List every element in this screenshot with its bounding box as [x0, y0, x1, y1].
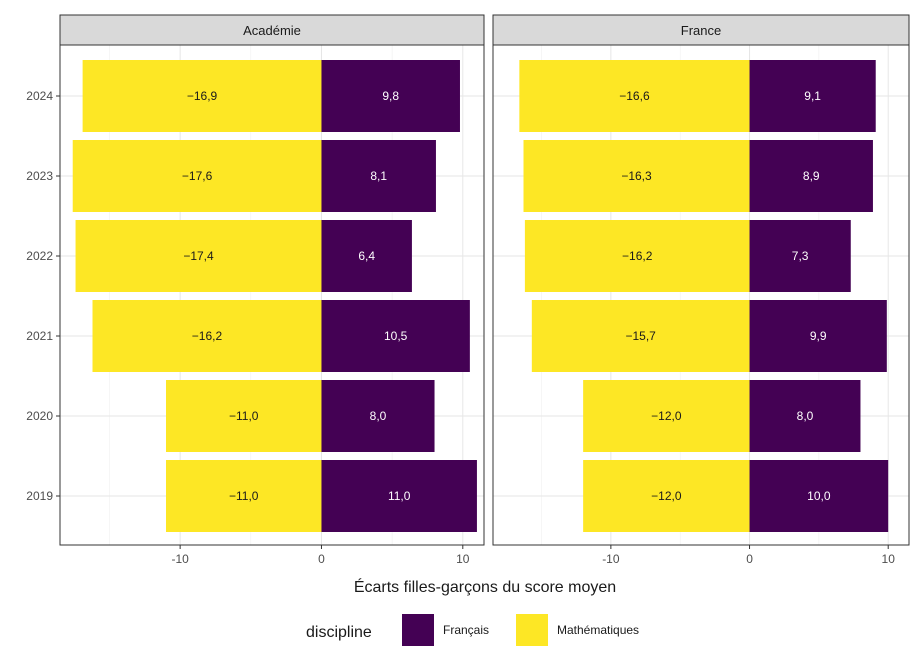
bar	[166, 380, 322, 452]
bar	[75, 220, 322, 292]
bar-label: 7,3	[792, 249, 809, 263]
x-tick-label: 0	[746, 552, 753, 566]
legend-swatch	[402, 614, 434, 646]
bar-label: −16,6	[619, 89, 650, 103]
bar	[583, 460, 750, 532]
bar	[166, 460, 322, 532]
bar-label: −16,3	[621, 169, 652, 183]
bar-label: 8,0	[370, 409, 387, 423]
panel-strip	[59, 14, 485, 46]
bar-label: 8,9	[803, 169, 820, 183]
bar-label: 6,4	[358, 249, 375, 263]
x-tick-label: 10	[882, 552, 896, 566]
bar-label: 10,5	[384, 329, 408, 343]
bar-label: −16,2	[192, 329, 223, 343]
bar-label: −12,0	[651, 409, 682, 423]
legend-title: discipline	[306, 624, 372, 641]
bar-label: 11,0	[388, 489, 411, 503]
legend-label: Français	[443, 623, 489, 637]
bar	[583, 380, 750, 452]
bar-label: 8,0	[797, 409, 814, 423]
bar	[321, 380, 435, 452]
bar	[82, 60, 322, 132]
bar	[321, 60, 460, 132]
panel-title: France	[681, 23, 721, 38]
bar-label: −12,0	[651, 489, 682, 503]
y-tick-label: 2021	[26, 329, 53, 343]
x-axis-title: Écarts filles-garçons du score moyen	[354, 577, 616, 596]
panel-border	[59, 44, 485, 546]
bar	[321, 140, 436, 212]
panel-strip	[492, 14, 910, 46]
bar-label: 9,9	[810, 329, 827, 343]
legend-swatch	[516, 614, 548, 646]
bar-label: −17,4	[183, 249, 214, 263]
x-tick-label: -10	[602, 552, 620, 566]
bar	[524, 220, 750, 292]
panel-1: France −16,6 −16,3 −16,2 −15,7 −12,0 −12,0 9,1 8…	[492, 14, 910, 566]
facet-panels: Académie −16,9 −17,6 −17,4 −16,2 −11,0 −11,0 9,…	[26, 14, 910, 566]
bar	[321, 220, 412, 292]
y-tick-label: 2019	[26, 489, 53, 503]
bar	[749, 380, 861, 452]
bar	[92, 300, 322, 372]
bar	[749, 60, 876, 132]
bar-label: 8,1	[370, 169, 387, 183]
bar-label: 9,1	[804, 89, 821, 103]
panel-title: Académie	[243, 23, 301, 38]
panel-0: Académie −16,9 −17,6 −17,4 −16,2 −11,0 −11,0 9,…	[26, 14, 485, 566]
bar-label: −15,7	[625, 329, 656, 343]
bar-label: −16,9	[187, 89, 218, 103]
panel-border	[492, 44, 910, 546]
bar-label: −16,2	[622, 249, 653, 263]
bar	[72, 140, 322, 212]
bar	[749, 300, 887, 372]
bar	[321, 460, 477, 532]
bar-label: −11,0	[229, 489, 259, 503]
bar	[749, 140, 873, 212]
y-tick-label: 2022	[26, 249, 53, 263]
bar-label: −11,0	[229, 409, 259, 423]
bar-label: −17,6	[182, 169, 213, 183]
bar-label: 10,0	[807, 489, 831, 503]
legend-label: Mathématiques	[557, 623, 639, 637]
y-tick-label: 2020	[26, 409, 53, 423]
bar	[531, 300, 750, 372]
bar	[749, 220, 851, 292]
y-tick-label: 2023	[26, 169, 53, 183]
bar	[523, 140, 750, 212]
bar-label: 9,8	[382, 89, 399, 103]
bar	[519, 60, 750, 132]
bar	[321, 300, 470, 372]
x-tick-label: 0	[318, 552, 325, 566]
x-tick-label: -10	[171, 552, 189, 566]
bar	[749, 460, 889, 532]
x-tick-label: 10	[456, 552, 470, 566]
y-tick-label: 2024	[26, 89, 53, 103]
legend: discipline Français Mathématiques	[306, 614, 639, 646]
